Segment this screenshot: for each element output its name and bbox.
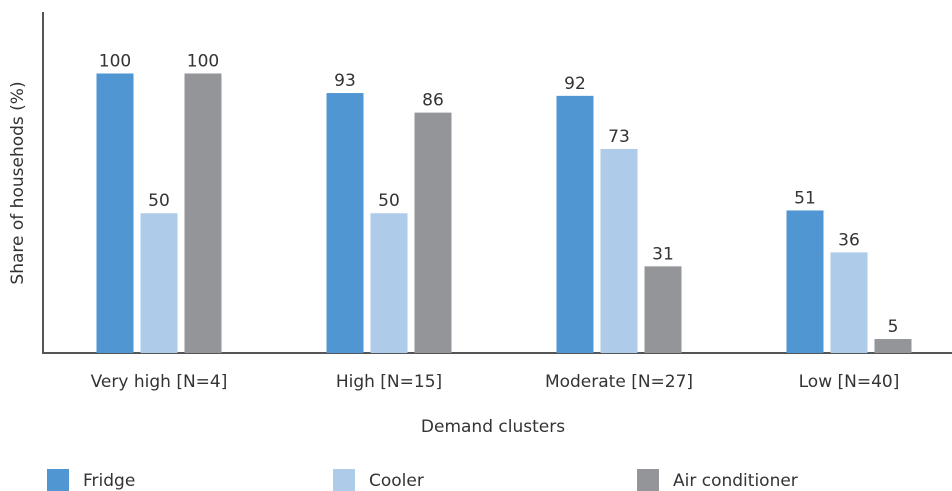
y-axis-title: Share of househods (%) [8,81,28,284]
value-label: 5 [888,317,899,337]
x-tick-label: High [N=15] [336,372,442,392]
bar [96,73,134,353]
x-tick-label: Very high [N=4] [91,372,228,392]
value-label: 50 [148,191,170,211]
x-tick-label: Low [N=40] [799,372,900,392]
bar [786,210,824,353]
legend-swatch [47,469,69,491]
x-axis-title: Demand clusters [421,417,565,437]
bar [600,148,638,353]
bar [326,93,364,354]
value-label: 86 [422,91,444,111]
bar [184,73,222,353]
value-label: 100 [99,51,131,71]
value-label: 100 [187,51,219,71]
value-label: 92 [564,74,586,94]
bar [830,252,868,353]
bar [414,112,452,353]
bar [874,339,912,353]
legend-label: Air conditioner [673,471,798,491]
value-label: 73 [608,127,630,147]
legend-swatch [637,469,659,491]
value-label: 50 [378,191,400,211]
value-label: 93 [334,71,356,91]
x-tick-label: Moderate [N=27] [545,372,693,392]
legend-label: Cooler [369,471,424,491]
bar [370,213,408,353]
legend-swatch [333,469,355,491]
value-label: 31 [652,244,674,264]
legend-label: Fridge [83,471,135,491]
value-label: 51 [794,188,816,208]
bar [140,213,178,353]
bar [644,266,682,353]
bar [556,95,594,353]
value-label: 36 [838,230,860,250]
